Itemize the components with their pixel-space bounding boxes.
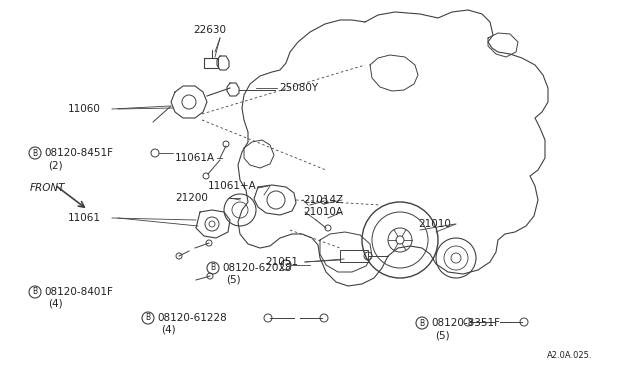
Text: 08120-61228: 08120-61228 <box>157 313 227 323</box>
Text: 11061A: 11061A <box>175 153 215 163</box>
Text: (5): (5) <box>226 275 241 285</box>
Text: B: B <box>33 288 38 296</box>
Text: 08120-8401F: 08120-8401F <box>44 287 113 297</box>
Text: A2.0A.025.: A2.0A.025. <box>547 350 593 359</box>
Text: 21051: 21051 <box>265 257 298 267</box>
Text: 21010: 21010 <box>418 219 451 229</box>
Text: B: B <box>211 263 216 273</box>
Text: 22630: 22630 <box>193 25 226 35</box>
Text: 11061+A: 11061+A <box>208 181 257 191</box>
Text: 25080Y: 25080Y <box>279 83 318 93</box>
Text: 21200: 21200 <box>175 193 208 203</box>
Text: 11060: 11060 <box>68 104 101 114</box>
Text: 08120-62028: 08120-62028 <box>222 263 292 273</box>
Text: (2): (2) <box>48 160 63 170</box>
Text: B: B <box>419 318 424 327</box>
Text: 11061: 11061 <box>68 213 101 223</box>
Text: 08120-8451F: 08120-8451F <box>44 148 113 158</box>
Bar <box>340 250 368 262</box>
Text: (4): (4) <box>48 299 63 309</box>
Text: FRONT: FRONT <box>30 183 65 193</box>
Text: 21014Z: 21014Z <box>303 195 343 205</box>
Text: 08120-8351F: 08120-8351F <box>431 318 500 328</box>
Text: (4): (4) <box>161 325 175 335</box>
Bar <box>204 58 218 68</box>
Text: B: B <box>145 314 150 323</box>
Text: (5): (5) <box>435 330 450 340</box>
Text: B: B <box>33 148 38 157</box>
Text: 21010A: 21010A <box>303 207 343 217</box>
